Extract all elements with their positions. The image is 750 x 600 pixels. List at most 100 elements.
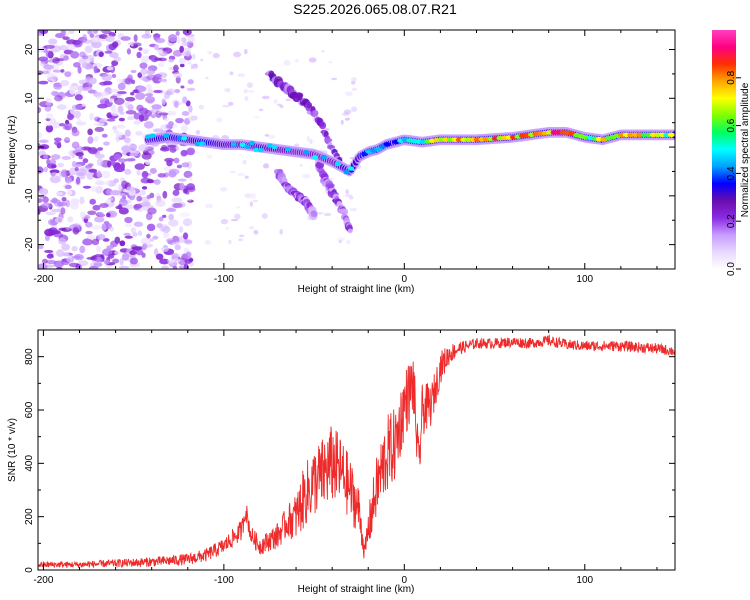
noise-speckle — [141, 48, 151, 52]
noise-speckle — [101, 170, 111, 179]
noise-speckle — [221, 105, 230, 108]
noise-speckle — [184, 259, 192, 265]
noise-speckle — [50, 154, 61, 160]
ridge-peak — [383, 142, 391, 147]
noise-speckle — [190, 64, 194, 70]
noise-speckle — [126, 186, 136, 192]
noise-speckle — [101, 133, 108, 138]
noise-speckle — [243, 89, 248, 94]
noise-speckle — [163, 117, 170, 122]
noise-speckle — [71, 104, 83, 111]
colorbar: 0.0 0.2 0.4 0.6 0.8 Normalized spectral ampl… — [712, 30, 750, 276]
noise-speckle — [157, 49, 164, 55]
noise-speckle — [294, 59, 300, 63]
noise-speckle — [131, 246, 143, 251]
noise-speckle — [60, 207, 66, 215]
noise-speckle — [71, 129, 80, 137]
noise-speckle — [345, 91, 353, 96]
snr-y-label: SNR (10 * v/v) — [7, 418, 18, 482]
colorbar-tick-label: 0.2 — [726, 214, 737, 228]
noise-speckle — [118, 265, 130, 269]
noise-speckle — [112, 41, 119, 48]
ridge-peak — [667, 132, 675, 138]
noise-speckle — [57, 162, 65, 168]
ridge-peak — [149, 133, 156, 138]
noise-speckle — [41, 202, 53, 209]
noise-speckle — [133, 89, 139, 94]
y-tick-label: 800 — [24, 348, 35, 365]
noise-speckle — [118, 117, 125, 122]
noise-speckle — [106, 66, 114, 71]
noise-speckle — [96, 95, 105, 100]
colorbar-tick-label: 0.8 — [726, 70, 737, 84]
noise-speckle — [172, 202, 183, 209]
noise-speckle — [60, 30, 66, 37]
noise-speckle — [100, 91, 109, 97]
noise-speckle — [45, 124, 54, 133]
x-tick-label: 100 — [576, 274, 593, 285]
noise-speckle — [138, 107, 149, 115]
ridge-peak — [248, 140, 255, 146]
noise-speckle — [171, 197, 183, 203]
noise-speckle — [343, 109, 352, 115]
noise-speckle — [50, 90, 59, 96]
noise-speckle — [45, 117, 51, 122]
noise-speckle — [187, 79, 194, 85]
noise-speckle — [157, 62, 165, 68]
noise-speckle — [52, 69, 62, 73]
noise-speckle — [173, 157, 180, 164]
noise-speckle — [140, 55, 150, 64]
noise-speckle — [106, 245, 114, 250]
noise-speckle — [125, 158, 136, 162]
noise-speckle — [138, 144, 149, 152]
noise-speckle — [186, 183, 196, 191]
noise-speckle — [306, 135, 310, 142]
noise-speckle — [82, 86, 93, 91]
noise-speckle — [175, 30, 180, 36]
noise-speckle — [351, 87, 358, 91]
ridge-peak — [145, 134, 152, 139]
snr-frame — [37, 329, 676, 571]
noise-speckle — [172, 189, 180, 196]
ridge-peak — [257, 147, 264, 153]
y-tick-label: 10 — [24, 92, 35, 104]
noise-speckle — [273, 99, 278, 104]
noise-speckle — [141, 186, 148, 190]
noise-speckle — [87, 163, 94, 167]
noise-speckle — [236, 206, 241, 209]
noise-speckle — [172, 265, 178, 269]
noise-speckle — [71, 245, 78, 252]
noise-speckle — [82, 158, 89, 164]
noise-speckle — [156, 223, 163, 229]
noise-speckle — [182, 218, 193, 227]
noise-speckle — [79, 245, 86, 254]
noise-speckle — [136, 169, 141, 176]
noise-speckle — [53, 83, 63, 90]
noise-speckle — [97, 147, 104, 151]
noise-speckle — [127, 116, 135, 121]
noise-speckle — [252, 199, 259, 203]
noise-speckle — [179, 45, 184, 53]
noise-speckle — [97, 103, 108, 109]
noise-speckle — [124, 223, 133, 227]
noise-speckle — [124, 168, 132, 176]
noise-speckle — [258, 108, 264, 112]
noise-speckle — [54, 95, 63, 102]
noise-speckle — [242, 159, 247, 165]
noise-speckle — [54, 216, 64, 224]
noise-speckle — [237, 173, 245, 176]
noise-speckle — [328, 61, 333, 64]
noise-speckle — [135, 92, 146, 100]
noise-speckle — [110, 88, 120, 93]
noise-speckle — [54, 58, 66, 62]
noise-speckle — [130, 227, 137, 234]
noise-speckle — [172, 236, 180, 244]
noise-speckle — [146, 69, 155, 76]
noise-speckle — [276, 103, 282, 107]
noise-speckle — [64, 122, 73, 131]
noise-speckle — [173, 64, 179, 72]
noise-speckle — [205, 76, 209, 80]
noise-speckle — [52, 76, 58, 81]
noise-speckle — [133, 204, 143, 209]
